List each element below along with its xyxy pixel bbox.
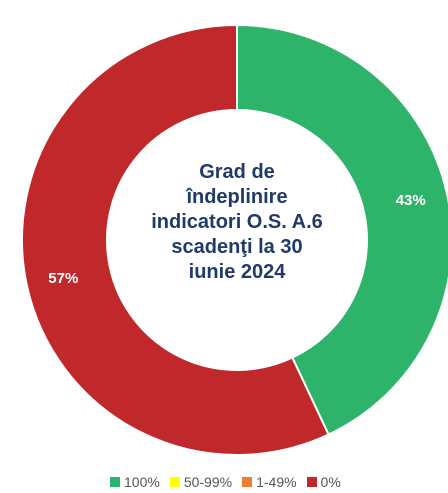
legend-label: 50-99% [183,474,233,490]
legend: 100% 50-99% 1-49% 0% [110,474,341,490]
legend-swatch [169,477,180,487]
legend-item: 1-49% [242,474,297,490]
chart-title: Grad de îndeplinire indicatori O.S. A.6 … [151,161,323,283]
slice [236,23,448,436]
legend-swatch [306,477,317,487]
legend-label: 0% [320,474,341,490]
legend-label: 1-49% [256,474,297,490]
legend-item: 0% [306,474,341,490]
legend-swatch [110,477,120,487]
legend-swatch [242,477,253,487]
slice [21,23,330,456]
legend-label: 100% [124,474,160,490]
data-label: 43% [396,192,426,209]
data-label: 57% [48,270,78,287]
legend-item: 50-99% [169,474,233,490]
legend-item: 100% [110,474,160,490]
